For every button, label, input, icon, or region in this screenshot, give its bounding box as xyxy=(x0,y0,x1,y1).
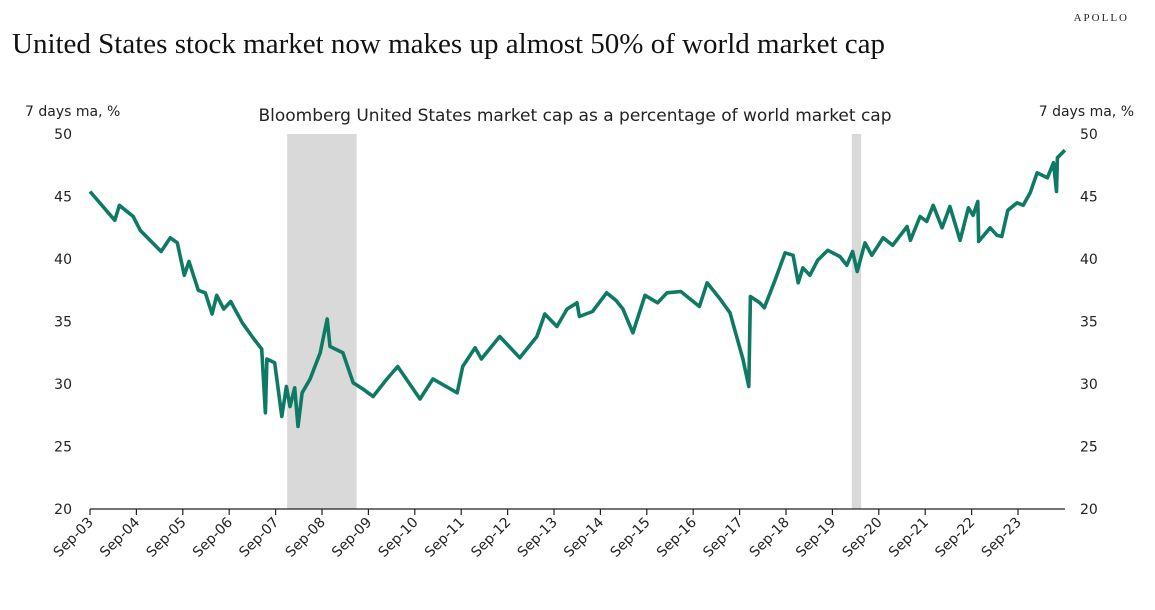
x-tick-label: Sep-09 xyxy=(329,515,375,561)
x-tick-label: Sep-13 xyxy=(515,515,561,561)
y-tick-label-right: 50 xyxy=(1080,127,1098,143)
y-tick-label-right: 30 xyxy=(1080,377,1098,393)
series-line xyxy=(88,148,1067,429)
x-axis: Sep-03 Sep-04 Sep-05 Sep-06 Sep-07 Sep-08 Sep-… xyxy=(51,508,1065,561)
y-tick-label-left: 25 xyxy=(54,440,72,456)
y-axis-ticks: 20 20 25 25 30 30 35 35 40 40 45 45 50 50 xyxy=(54,127,1098,518)
x-tick-label: Sep-17 xyxy=(700,515,746,561)
x-tick-label: Sep-04 xyxy=(97,514,143,560)
x-tick-label: Sep-07 xyxy=(236,515,282,561)
y-tick-label-left: 20 xyxy=(54,502,72,518)
y-tick-label-right: 40 xyxy=(1080,252,1098,268)
x-tick-label: Sep-03 xyxy=(51,515,97,561)
y-tick-label-left: 50 xyxy=(54,127,72,143)
x-tick-label: Sep-22 xyxy=(932,515,978,561)
x-tick-label: Sep-05 xyxy=(143,515,189,561)
chart-title: Bloomberg United States market cap as a … xyxy=(258,106,891,126)
page-title: United States stock market now makes up … xyxy=(12,28,886,60)
recession-band xyxy=(287,134,357,509)
y-tick-label-left: 45 xyxy=(54,190,72,206)
x-tick-label: Sep-23 xyxy=(979,515,1025,561)
y-tick-label-left: 30 xyxy=(54,377,72,393)
x-tick-label: Sep-15 xyxy=(607,515,653,561)
y-tick-label-left: 40 xyxy=(54,252,72,268)
y-tick-label-right: 45 xyxy=(1080,190,1098,206)
y-tick-label-right: 35 xyxy=(1080,315,1098,331)
y-tick-label-left: 35 xyxy=(54,315,72,331)
x-tick-label: Sep-06 xyxy=(190,514,236,560)
x-tick-label: Sep-12 xyxy=(468,515,514,561)
y-tick-label-right: 25 xyxy=(1080,440,1098,456)
x-tick-label: Sep-16 xyxy=(654,514,700,560)
x-tick-label: Sep-11 xyxy=(422,515,468,561)
x-tick-label: Sep-08 xyxy=(283,515,329,561)
recession-band xyxy=(851,134,862,509)
x-tick-label: Sep-19 xyxy=(793,515,839,561)
y-axis-label-right: 7 days ma, % xyxy=(1039,104,1134,120)
x-tick-label: Sep-21 xyxy=(886,515,932,561)
y-axis-label-left: 7 days ma, % xyxy=(25,104,120,120)
x-tick-label: Sep-18 xyxy=(747,515,793,561)
x-tick-label: Sep-14 xyxy=(561,514,607,560)
recession-shading xyxy=(287,134,862,509)
x-tick-label: Sep-20 xyxy=(839,515,885,561)
x-tick-label: Sep-10 xyxy=(375,515,421,561)
apollo-logo: APOLLO xyxy=(1073,12,1129,24)
y-tick-label-right: 20 xyxy=(1080,502,1098,518)
